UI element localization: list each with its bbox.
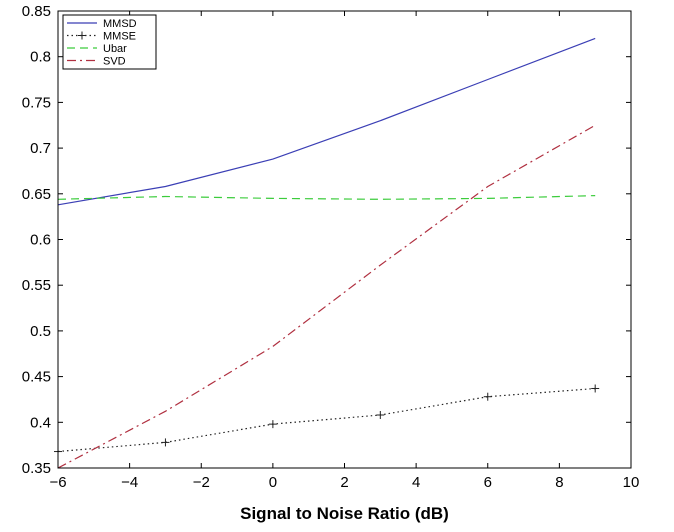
- y-tick-label: 0.35: [22, 460, 51, 477]
- series-line-svd: [57, 124, 596, 469]
- series-line-mmsd: [57, 37, 596, 206]
- legend-label-svd: SVD: [103, 56, 126, 68]
- legend-label-mmse: MMSE: [103, 31, 136, 43]
- series-line-mmse: [57, 387, 596, 453]
- legend-box: [62, 14, 157, 70]
- data-point-mmse: [268, 420, 277, 429]
- x-tick-label: −2: [193, 474, 210, 491]
- data-point-mmse: [161, 438, 170, 447]
- x-tick-label: −6: [49, 474, 66, 491]
- data-point-mmse: [376, 410, 385, 419]
- x-axis-label: Signal to Noise Ratio (dB): [240, 504, 449, 523]
- x-tick-label: 4: [412, 474, 420, 491]
- y-tick-label: 0.75: [22, 94, 51, 111]
- x-tick-label: 2: [340, 474, 348, 491]
- data-point-mmse: [483, 392, 492, 401]
- legend-label-ubar: Ubar: [103, 43, 127, 55]
- x-tick-label: 6: [484, 474, 492, 491]
- y-tick-label: 0.7: [30, 140, 51, 157]
- plot-frame: [57, 10, 632, 469]
- y-tick-label: 0.5: [30, 323, 51, 340]
- y-tick-label: 0.8: [30, 49, 51, 66]
- data-point-mmse: [591, 384, 600, 393]
- y-tick-label: 0.85: [22, 3, 51, 20]
- y-tick-label: 0.4: [30, 414, 51, 431]
- y-tick-label: 0.45: [22, 369, 51, 386]
- axes-layer: −6 −4 −2 0 2 4 6 8 10 0.35 0.4 0.45 0.5 0.55 0.6 0.65 0.…: [22, 3, 640, 491]
- series-line-ubar: [57, 195, 596, 200]
- y-tick-label: 0.6: [30, 232, 51, 249]
- x-tick-label: 0: [269, 474, 277, 491]
- y-tick-label: 0.65: [22, 186, 51, 203]
- y-tick-label: 0.55: [22, 277, 51, 294]
- plot-background: [58, 11, 631, 468]
- plot-area: [58, 11, 631, 468]
- x-tick-label: 8: [555, 474, 563, 491]
- x-tick-label: 10: [623, 474, 640, 491]
- x-tick-label: −4: [121, 474, 138, 491]
- series-layer: [54, 37, 600, 469]
- legend-label-mmsd: MMSD: [103, 18, 137, 30]
